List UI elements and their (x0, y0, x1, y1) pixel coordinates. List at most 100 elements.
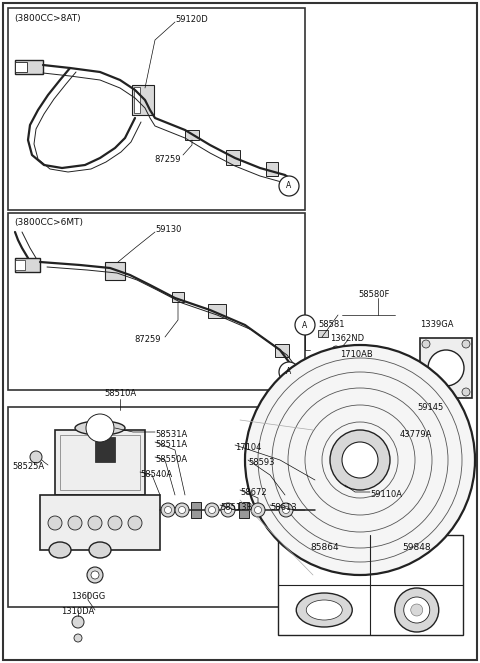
Text: 58581: 58581 (318, 320, 345, 329)
Bar (191, 502, 201, 518)
Bar (226, 150, 240, 165)
Text: 59848: 59848 (402, 543, 431, 552)
Circle shape (395, 588, 439, 632)
Text: 58525A: 58525A (12, 462, 44, 471)
Bar (239, 502, 249, 518)
Circle shape (341, 362, 349, 370)
Circle shape (165, 507, 171, 514)
Text: 59145: 59145 (417, 403, 443, 412)
Circle shape (422, 340, 430, 348)
Circle shape (161, 503, 175, 517)
Text: 58580F: 58580F (358, 290, 389, 299)
Ellipse shape (75, 421, 125, 435)
Text: A: A (287, 182, 292, 190)
Bar (55, 430, 145, 495)
Circle shape (208, 507, 216, 514)
Text: 17104: 17104 (235, 443, 262, 452)
Text: 58593: 58593 (248, 458, 275, 467)
Circle shape (225, 507, 231, 514)
Text: 87259: 87259 (135, 335, 161, 344)
Circle shape (330, 430, 390, 490)
Bar (15, 260, 25, 270)
Circle shape (283, 507, 289, 514)
Bar (8, 407, 313, 607)
Circle shape (295, 315, 315, 335)
Text: A: A (302, 320, 308, 330)
Text: (3800CC>6MT): (3800CC>6MT) (14, 218, 83, 227)
Bar (40, 495, 160, 550)
Bar (15, 258, 40, 272)
Bar (105, 262, 125, 280)
Text: 59120D: 59120D (175, 15, 208, 24)
Text: 85864: 85864 (310, 543, 338, 552)
Text: A: A (287, 367, 292, 377)
Circle shape (68, 516, 82, 530)
Text: 58510A: 58510A (104, 389, 136, 398)
Text: 43779A: 43779A (400, 430, 432, 439)
Circle shape (404, 597, 430, 623)
Circle shape (91, 571, 99, 579)
Circle shape (251, 503, 265, 517)
Bar (95, 437, 115, 462)
Circle shape (245, 345, 475, 575)
Circle shape (428, 350, 464, 386)
Text: 58540A: 58540A (140, 470, 172, 479)
Circle shape (279, 503, 293, 517)
Text: 58550A: 58550A (155, 455, 187, 464)
Bar (8, 213, 305, 390)
Circle shape (179, 507, 185, 514)
Circle shape (462, 340, 470, 348)
Circle shape (462, 388, 470, 396)
Ellipse shape (49, 542, 71, 558)
Bar (134, 87, 140, 113)
Ellipse shape (89, 542, 111, 558)
Circle shape (88, 516, 102, 530)
Bar (172, 292, 184, 302)
Text: 58511A: 58511A (155, 440, 187, 449)
Circle shape (332, 346, 340, 354)
Bar (275, 344, 289, 357)
Circle shape (86, 414, 114, 442)
Circle shape (411, 604, 423, 616)
Circle shape (279, 362, 299, 382)
Bar (60, 435, 140, 490)
Text: (3800CC>8AT): (3800CC>8AT) (14, 14, 81, 23)
Text: 1339GA: 1339GA (420, 320, 454, 329)
Bar (318, 330, 328, 337)
Circle shape (87, 567, 103, 583)
Bar (8, 8, 305, 210)
Circle shape (221, 503, 235, 517)
Bar (245, 432, 275, 488)
Bar (15, 60, 43, 74)
Bar (208, 304, 226, 318)
Ellipse shape (306, 600, 342, 620)
Text: 1310DA: 1310DA (61, 607, 95, 616)
Text: 58513B: 58513B (220, 503, 252, 512)
Bar (267, 502, 277, 518)
Bar (420, 338, 472, 398)
Circle shape (254, 507, 262, 514)
Text: 1362ND: 1362ND (330, 334, 364, 343)
Bar (240, 420, 260, 500)
Circle shape (74, 634, 82, 642)
Circle shape (279, 176, 299, 196)
Text: 58613: 58613 (270, 503, 297, 512)
Text: 59110A: 59110A (370, 490, 402, 499)
Bar (132, 85, 154, 115)
Text: 1710AB: 1710AB (340, 350, 373, 359)
Bar (15, 62, 27, 72)
Circle shape (108, 516, 122, 530)
Ellipse shape (296, 593, 352, 627)
Bar (266, 162, 278, 176)
Circle shape (128, 516, 142, 530)
Bar (185, 130, 199, 140)
Text: 58672: 58672 (240, 488, 266, 497)
Text: 87259: 87259 (155, 155, 181, 164)
Circle shape (205, 503, 219, 517)
Circle shape (30, 451, 42, 463)
Circle shape (72, 616, 84, 628)
Circle shape (342, 442, 378, 478)
Bar (278, 535, 463, 635)
Text: 1360GG: 1360GG (71, 592, 105, 601)
Text: 58531A: 58531A (155, 430, 187, 439)
